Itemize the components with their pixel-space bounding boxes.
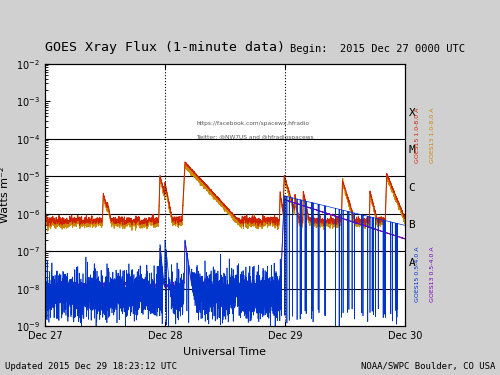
Text: https://facebook.com/spacewx.hfradio: https://facebook.com/spacewx.hfradio bbox=[196, 122, 309, 126]
Text: GOES15 0.5-4.0 A: GOES15 0.5-4.0 A bbox=[415, 246, 420, 302]
Text: NOAA/SWPC Boulder, CO USA: NOAA/SWPC Boulder, CO USA bbox=[360, 362, 495, 371]
Text: Updated 2015 Dec 29 18:23:12 UTC: Updated 2015 Dec 29 18:23:12 UTC bbox=[5, 362, 177, 371]
Text: C: C bbox=[408, 183, 416, 192]
Text: A: A bbox=[408, 258, 416, 267]
Text: B: B bbox=[408, 220, 416, 230]
Text: GOES Xray Flux (1-minute data): GOES Xray Flux (1-minute data) bbox=[45, 41, 285, 54]
Text: X: X bbox=[408, 108, 416, 117]
Text: GOES13 1.0-8.0 A: GOES13 1.0-8.0 A bbox=[430, 107, 435, 163]
Text: GOES15 1.0-8.0 A: GOES15 1.0-8.0 A bbox=[415, 107, 420, 163]
Text: Begin:  2015 Dec 27 0000 UTC: Begin: 2015 Dec 27 0000 UTC bbox=[290, 44, 465, 54]
Text: GOES13 0.5-4.0 A: GOES13 0.5-4.0 A bbox=[430, 246, 435, 302]
Text: M: M bbox=[408, 145, 416, 155]
X-axis label: Universal Time: Universal Time bbox=[184, 346, 266, 357]
Y-axis label: Watts m⁻²: Watts m⁻² bbox=[0, 167, 10, 223]
Text: Twitter: @NW7US and @hfradiospacews: Twitter: @NW7US and @hfradiospacews bbox=[196, 135, 314, 140]
